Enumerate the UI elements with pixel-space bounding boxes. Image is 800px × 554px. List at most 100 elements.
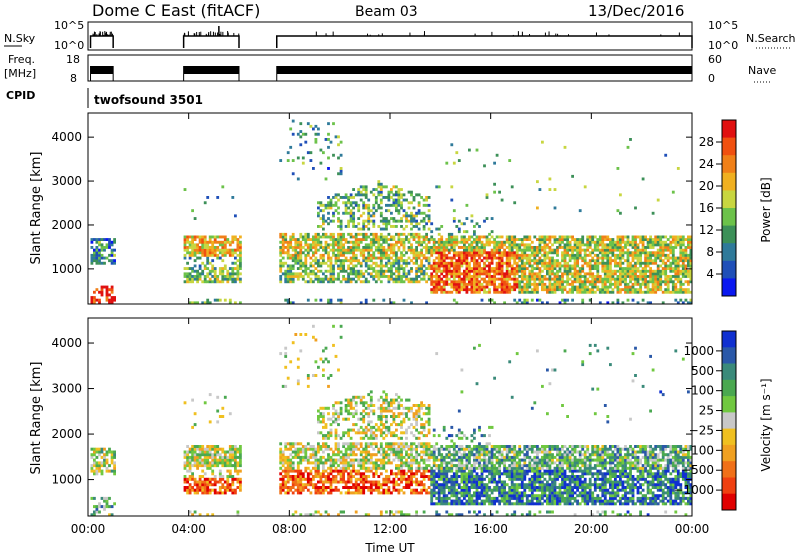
heatmap-cell: [606, 251, 610, 255]
heatmap-cell: [417, 243, 421, 247]
heatmap-cell: [636, 275, 640, 278]
heatmap-cell: [354, 193, 358, 197]
heatmap-cell: [427, 214, 431, 218]
heatmap-cell: [505, 288, 509, 292]
heatmap-cell: [498, 190, 501, 194]
heatmap-cell: [430, 288, 434, 292]
heatmap-cell: [581, 298, 585, 302]
heatmap-cell: [359, 193, 363, 197]
heatmap-cell: [344, 206, 348, 210]
heatmap-cell: [566, 267, 569, 270]
heatmap-cell: [661, 259, 665, 263]
heatmap-cell: [372, 472, 376, 476]
heatmap-cell: [352, 211, 355, 215]
heatmap-cell: [314, 235, 318, 239]
heatmap-cell: [684, 269, 688, 273]
heatmap-cell: [664, 240, 668, 244]
heatmap-cell: [603, 264, 607, 268]
heatmap-cell: [327, 217, 330, 220]
heatmap-cell: [523, 256, 527, 260]
heatmap-cell: [510, 251, 514, 255]
heatmap-cell: [193, 275, 197, 278]
heatmap-cell: [556, 246, 559, 249]
heatmap-cell: [659, 288, 663, 292]
heatmap-cell: [103, 261, 106, 265]
heatmap-cell: [397, 190, 401, 194]
heatmap-cell: [211, 469, 215, 473]
heatmap-cell: [463, 259, 466, 263]
heatmap-cell: [400, 277, 403, 281]
heatmap-cell: [279, 486, 283, 489]
heatmap-cell: [90, 256, 94, 260]
heatmap-cell: [644, 264, 647, 268]
heatmap-cell: [306, 243, 310, 247]
heatmap-cell: [322, 420, 325, 424]
heatmap-cell: [387, 475, 391, 478]
heatmap-cell: [357, 488, 361, 492]
heatmap-cell: [515, 282, 519, 286]
heatmap-cell: [339, 409, 343, 413]
heatmap-cell: [395, 406, 398, 410]
heatmap-cell: [470, 269, 474, 273]
heatmap-cell: [208, 393, 212, 397]
heatmap-cell: [488, 261, 491, 265]
heatmap-cell: [392, 301, 396, 305]
heatmap-cell: [541, 269, 544, 273]
heatmap-cell: [430, 280, 434, 284]
heatmap-cell: [201, 269, 205, 273]
heatmap-cell: [327, 480, 330, 484]
cpid-label: CPID: [6, 89, 35, 102]
heatmap-cell: [442, 267, 446, 270]
heatmap-cell: [405, 211, 408, 215]
heatmap-cell: [206, 450, 210, 454]
heatmap-cell: [387, 267, 391, 270]
heatmap-cell: [221, 251, 225, 255]
heatmap-cell: [478, 246, 481, 249]
heatmap-cell: [649, 275, 652, 278]
heatmap-cell: [291, 480, 295, 484]
heatmap-cell: [354, 238, 358, 241]
heatmap-cell: [208, 420, 212, 424]
heatmap-cell: [357, 259, 361, 263]
heatmap-cell: [334, 442, 338, 446]
heatmap-cell: [231, 480, 235, 484]
heatmap-cell: [362, 193, 366, 197]
heatmap-cell: [588, 272, 592, 276]
heatmap-cell: [304, 132, 308, 136]
heatmap-cell: [329, 483, 333, 487]
heatmap-cell: [611, 277, 615, 281]
heatmap-cell: [445, 282, 449, 286]
heatmap-cell: [390, 277, 393, 281]
heatmap-cell: [332, 214, 335, 218]
heatmap-cell: [339, 238, 343, 241]
heatmap-cell: [236, 267, 240, 270]
heatmap-cell: [636, 261, 640, 265]
heatmap-cell: [606, 269, 610, 273]
heatmap-cell: [681, 248, 685, 252]
heatmap-cell: [317, 214, 320, 218]
heatmap-cell: [626, 267, 630, 270]
heatmap-cell: [395, 455, 398, 459]
heatmap-cell: [309, 472, 313, 476]
heatmap-cell: [563, 285, 567, 289]
heatmap-cell: [329, 472, 333, 476]
heatmap-cell: [603, 280, 607, 284]
heatmap-cell: [344, 277, 348, 281]
heatmap-cell: [520, 261, 524, 265]
heatmap-cell: [236, 472, 240, 476]
heatmap-cell: [591, 288, 595, 292]
heatmap-cell: [372, 240, 376, 244]
heatmap-cell: [435, 280, 439, 284]
heatmap-cell: [588, 243, 592, 247]
heatmap-cell: [110, 290, 114, 294]
heatmap-cell: [468, 235, 471, 239]
heatmap-cell: [379, 486, 383, 489]
heatmap-cell: [397, 415, 401, 418]
heatmap-cell: [465, 275, 469, 278]
heatmap-cell: [354, 225, 358, 228]
heatmap-cell: [362, 225, 366, 228]
heatmap-cell: [578, 277, 582, 281]
heatmap-cell: [676, 167, 680, 170]
heatmap-cell: [379, 267, 383, 270]
heatmap-cell: [188, 488, 192, 492]
